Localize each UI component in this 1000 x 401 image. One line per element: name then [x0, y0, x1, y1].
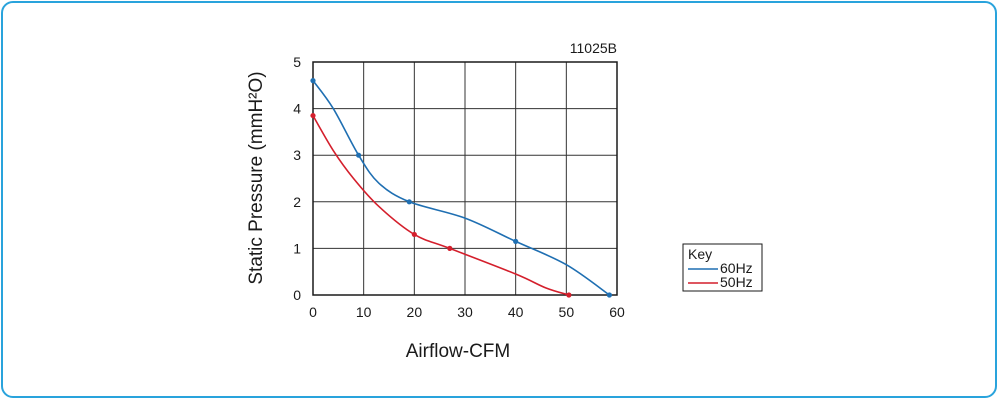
x-tick-labels: 0 10 20 30 40 50 60 [309, 304, 625, 320]
y-tick-label: 3 [293, 147, 301, 163]
series-line-60hz [312, 80, 610, 296]
legend: Key 60Hz 50Hz [682, 243, 763, 292]
x-tick-label: 30 [457, 304, 473, 320]
data-point-60hz [356, 152, 362, 158]
y-tick-label: 0 [293, 287, 301, 303]
x-tick-label: 50 [559, 304, 575, 320]
data-point-50hz [447, 245, 453, 251]
data-point-60hz [606, 292, 613, 298]
data-point-50hz [310, 112, 316, 119]
model-label: 11025B [570, 40, 617, 56]
legend-title: Key [688, 246, 712, 262]
data-point-60hz [310, 78, 316, 84]
x-tick-label: 0 [309, 304, 317, 320]
chart-series [310, 78, 613, 298]
x-tick-label: 20 [407, 304, 423, 320]
y-axis-title: Static Pressure (mmH²O) [246, 71, 267, 284]
x-tick-label: 10 [356, 304, 372, 320]
plot-area-border [312, 61, 618, 296]
legend-label-60hz: 60Hz [720, 260, 753, 276]
y-tick-label: 1 [293, 240, 301, 256]
y-tick-label: 4 [293, 101, 301, 117]
chart-grid [312, 61, 618, 296]
x-axis-title: Airflow-CFM [406, 341, 511, 362]
data-point-50hz [566, 292, 572, 298]
y-tick-labels: 0 1 2 3 4 5 [293, 54, 301, 303]
data-point-50hz [411, 231, 417, 238]
x-tick-label: 60 [609, 304, 625, 320]
y-tick-label: 2 [293, 194, 301, 210]
x-tick-label: 40 [508, 304, 524, 320]
y-tick-label: 5 [293, 54, 301, 70]
data-point-60hz [406, 199, 412, 205]
data-point-60hz [513, 238, 519, 245]
legend-label-50hz: 50Hz [720, 274, 753, 290]
